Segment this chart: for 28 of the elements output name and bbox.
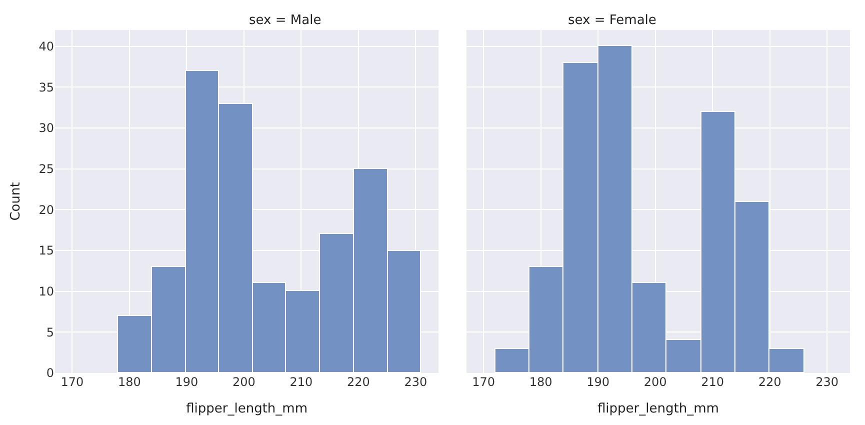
x-tick-label: 210 <box>701 375 724 389</box>
y-tick-label: 30 <box>38 121 54 136</box>
y-tick-label: 20 <box>38 202 54 217</box>
x-tick-label: 190 <box>175 375 198 389</box>
x-tick-label: 200 <box>644 375 667 389</box>
y-tick-label: 10 <box>38 284 54 299</box>
x-tick-label: 230 <box>404 375 428 389</box>
y-tick-label: 5 <box>46 325 54 340</box>
x-tick-label: 210 <box>290 375 313 389</box>
y-tick-label: 35 <box>38 80 54 94</box>
y-tick-label: 15 <box>38 244 54 258</box>
y-tick-label: 0 <box>46 366 54 380</box>
x-axis-title: flipper_length_mm <box>186 402 308 417</box>
y-axis-title: Count <box>8 182 24 221</box>
x-tick-label: 170 <box>472 375 496 389</box>
x-tick-label: 180 <box>529 375 552 389</box>
chart-title: sex = Male <box>249 13 322 28</box>
x-tick-label: 170 <box>60 375 84 389</box>
x-tick-label: 190 <box>586 375 610 389</box>
chart-title: sex = Female <box>568 13 656 28</box>
x-axis-title: flipper_length_mm <box>597 402 719 417</box>
x-tick-label: 220 <box>346 375 370 389</box>
y-tick-label: 25 <box>38 162 54 176</box>
x-tick-label: 200 <box>232 375 256 389</box>
y-tick-label: 40 <box>38 40 54 54</box>
x-tick-label: 220 <box>758 375 782 389</box>
x-tick-label: 180 <box>118 375 141 389</box>
x-tick-label: 230 <box>816 375 839 389</box>
